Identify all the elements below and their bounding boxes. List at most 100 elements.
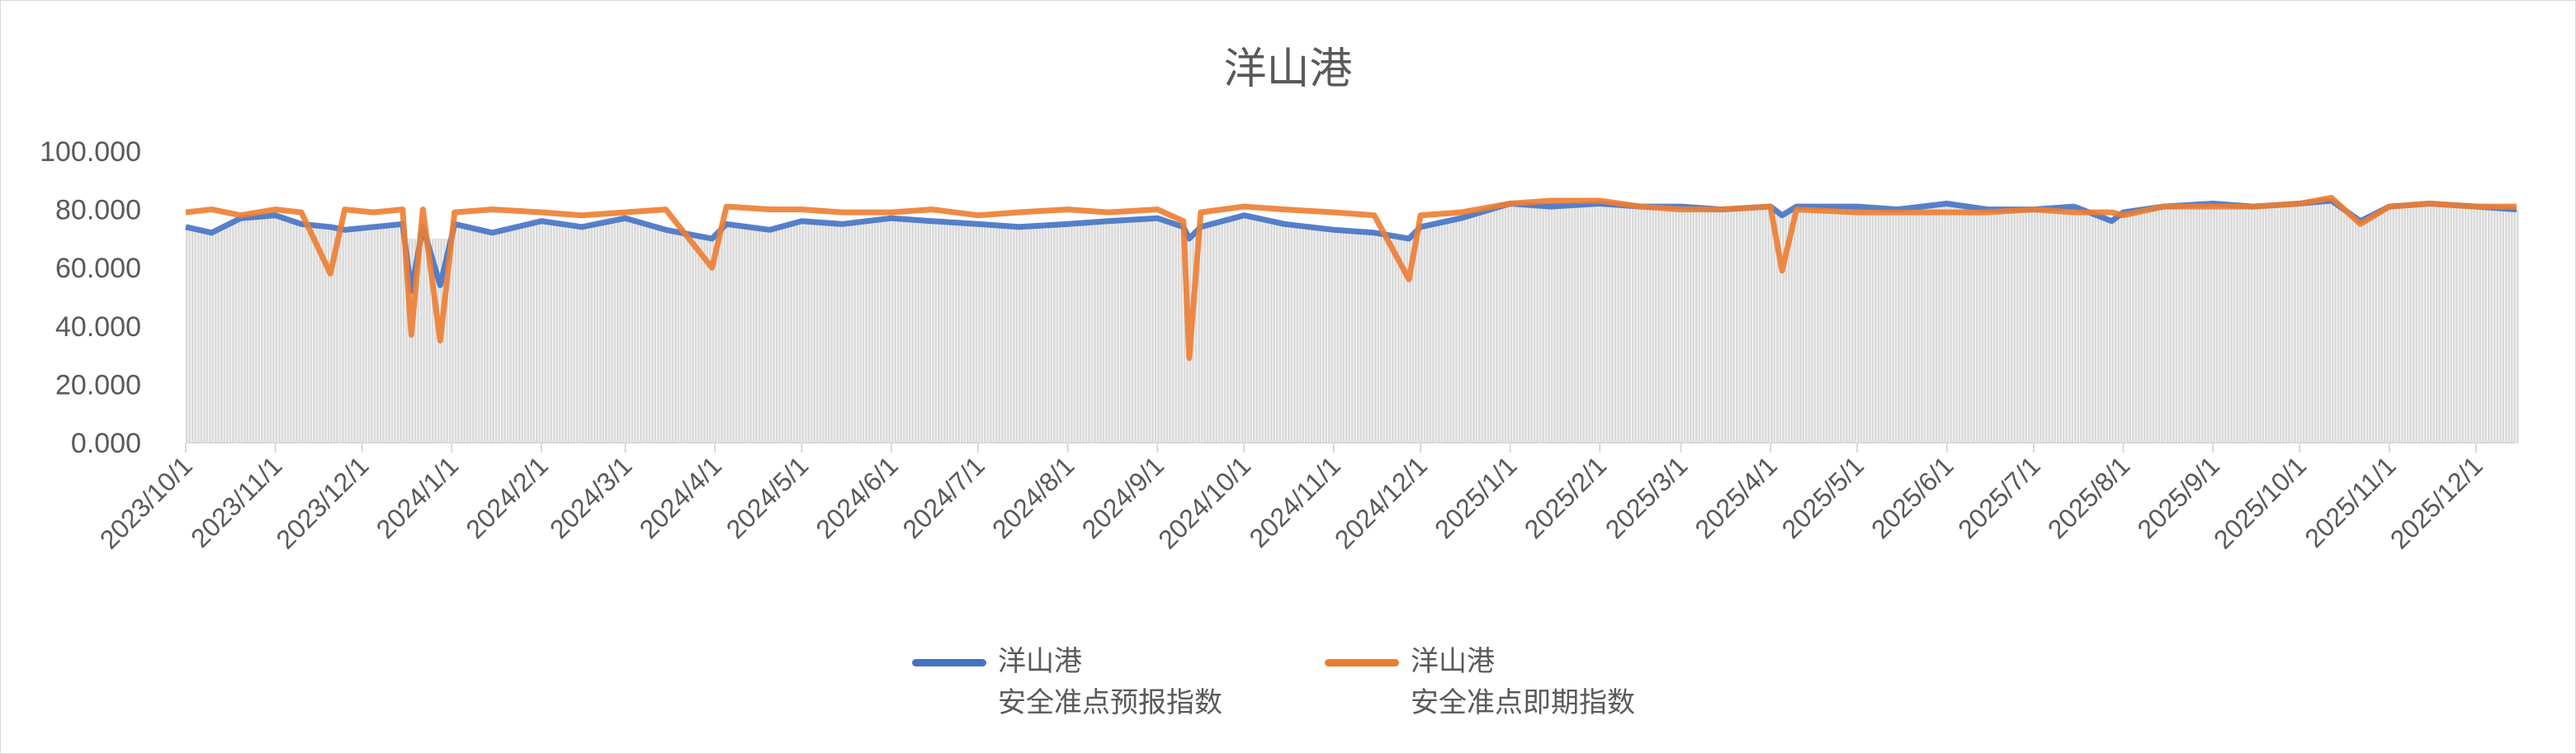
- background-bar: [963, 223, 967, 443]
- background-bar: [1047, 225, 1050, 443]
- background-bar: [2027, 209, 2030, 443]
- background-bar: [272, 215, 275, 443]
- background-bar: [197, 229, 200, 443]
- background-bar: [746, 226, 749, 443]
- background-bar: [934, 221, 938, 443]
- background-bar: [301, 224, 304, 443]
- background-bar: [640, 222, 642, 443]
- background-bar: [408, 238, 411, 443]
- background-bar: [2427, 203, 2429, 443]
- x-tick-label: 2025/2/1: [1519, 450, 1613, 544]
- background-bar: [220, 228, 223, 443]
- background-bar: [567, 225, 570, 443]
- background-bar: [2201, 204, 2204, 443]
- background-bar: [900, 218, 903, 443]
- background-bar: [313, 225, 315, 443]
- background-bar: [1553, 206, 1556, 443]
- background-bar: [2042, 208, 2044, 443]
- background-bar: [330, 226, 333, 443]
- background-bar: [1836, 206, 1840, 443]
- background-bar: [1998, 209, 2002, 443]
- background-bar: [2351, 215, 2354, 443]
- background-bar: [1869, 207, 1871, 443]
- background-bar: [466, 226, 469, 443]
- background-bar: [2317, 202, 2319, 443]
- background-bar: [1851, 206, 1854, 443]
- background-bar: [211, 232, 215, 443]
- background-bar: [2236, 205, 2238, 443]
- background-bar: [454, 224, 457, 443]
- background-bar: [1429, 225, 1432, 443]
- background-bar: [1310, 226, 1313, 443]
- background-bar: [2224, 204, 2227, 443]
- background-bar: [625, 218, 628, 443]
- background-bar: [865, 221, 867, 443]
- background-bar: [1654, 206, 1657, 443]
- background-bar: [1004, 225, 1007, 443]
- background-bar: [721, 230, 723, 443]
- background-bar: [373, 226, 376, 443]
- background-bar: [2004, 209, 2007, 443]
- background-bar: [2100, 216, 2103, 443]
- background-bar: [1235, 217, 1238, 443]
- background-bar: [1298, 225, 1302, 443]
- background-bar: [888, 218, 891, 443]
- background-bar: [1955, 205, 1958, 443]
- background-bar: [2106, 219, 2109, 443]
- background-bar: [1102, 221, 1105, 443]
- background-bar: [2146, 209, 2149, 443]
- background-bar: [1019, 226, 1021, 443]
- background-bar: [232, 222, 234, 443]
- background-bar: [2452, 205, 2455, 443]
- background-bar: [226, 225, 229, 443]
- background-bar: [186, 226, 188, 443]
- background-bar: [671, 230, 674, 443]
- background-bar: [229, 224, 232, 443]
- background-bar: [356, 228, 359, 443]
- background-bar: [1321, 228, 1325, 443]
- background-bar: [2386, 207, 2389, 443]
- background-bar: [2504, 208, 2507, 443]
- background-bar: [1082, 222, 1085, 443]
- background-bar: [576, 225, 579, 443]
- background-bar: [2421, 204, 2423, 443]
- background-bar: [833, 223, 836, 443]
- background-bar: [1921, 206, 1923, 443]
- background-bar: [2002, 209, 2004, 443]
- background-bar: [1579, 204, 1582, 443]
- background-bar: [1392, 235, 1394, 443]
- background-bar: [552, 222, 555, 443]
- background-bar: [1411, 235, 1415, 443]
- background-bar: [773, 229, 775, 443]
- background-bar: [1819, 206, 1822, 443]
- background-bar: [709, 238, 711, 443]
- background-bar: [1001, 225, 1004, 443]
- background-bar: [605, 222, 607, 443]
- x-tick-label: 2024/5/1: [721, 450, 815, 544]
- background-bar: [1761, 206, 1765, 443]
- background-bar: [1342, 230, 1345, 443]
- background-bar: [1929, 206, 1932, 443]
- background-bar: [761, 228, 763, 443]
- background-bar: [2513, 209, 2517, 443]
- background-bar: [1981, 208, 1984, 443]
- background-bar: [1817, 206, 1819, 443]
- background-bar: [1455, 219, 1458, 443]
- background-bar: [796, 222, 798, 443]
- background-bar: [475, 228, 477, 443]
- background-bar: [350, 229, 353, 443]
- background-bar: [2319, 202, 2323, 443]
- background-bar: [1753, 207, 1756, 443]
- x-tick-label: 2025/1/1: [1429, 450, 1523, 544]
- background-bar: [469, 227, 471, 443]
- background-bar: [905, 219, 909, 443]
- background-bar: [2050, 208, 2054, 443]
- background-bar: [2068, 206, 2071, 443]
- background-bar: [486, 231, 489, 443]
- background-bar: [891, 218, 894, 443]
- legend-swatch-immediate: [1325, 659, 1399, 666]
- background-bar: [1065, 224, 1067, 443]
- background-bar: [1279, 222, 1282, 443]
- background-bar: [1217, 222, 1221, 443]
- background-bar: [2314, 202, 2317, 443]
